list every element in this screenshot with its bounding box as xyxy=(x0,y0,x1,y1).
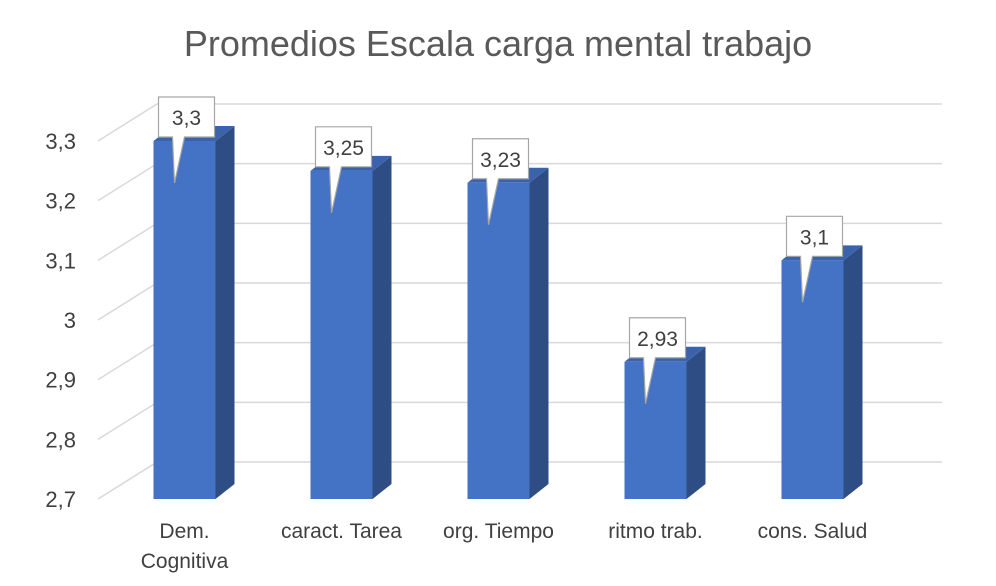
x-axis-ticks: Dem. Cognitiva caract. Tarea org. Tiempo rit… xyxy=(141,520,868,573)
bar-side xyxy=(686,346,706,499)
bar xyxy=(310,170,373,500)
data-label: 3,1 xyxy=(800,226,829,249)
bar-side xyxy=(215,126,235,499)
x-tick-label: caract. Tarea xyxy=(281,520,402,543)
data-labels: 3,3 3,25 3,23 2,93 3,1 xyxy=(157,96,844,404)
y-tick-label: 3,1 xyxy=(45,248,76,273)
data-label-callout xyxy=(471,138,530,225)
x-tick-label: org. Tiempo xyxy=(443,520,554,543)
gridline xyxy=(97,103,942,142)
y-tick-label: 3 xyxy=(64,308,76,333)
data-label-callout xyxy=(628,317,687,404)
y-tick-label: 2,8 xyxy=(45,427,76,452)
data-label-callout xyxy=(785,215,844,303)
data-label: 3,23 xyxy=(480,149,521,172)
data-label-callout xyxy=(157,96,216,184)
bars xyxy=(153,126,863,500)
bar xyxy=(781,260,844,499)
bar-side xyxy=(843,245,863,499)
bar xyxy=(153,141,216,499)
bar xyxy=(624,361,687,499)
x-tick-label: Dem. xyxy=(159,520,209,543)
data-label: 3,25 xyxy=(323,137,364,160)
y-tick-label: 3,3 xyxy=(45,129,76,154)
y-tick-label: 2,7 xyxy=(45,487,76,512)
bar-side xyxy=(372,155,392,500)
x-tick-label: cons. Salud xyxy=(758,520,868,543)
data-label: 3,3 xyxy=(172,107,201,130)
y-tick-label: 2,9 xyxy=(45,368,76,393)
x-tick-label: ritmo trab. xyxy=(608,520,703,543)
chart-title: Promedios Escala carga mental trabajo xyxy=(184,23,812,64)
y-axis-ticks: 2,7 2,8 2,9 3 3,1 3,2 3,3 xyxy=(45,129,76,512)
y-tick-label: 3,2 xyxy=(45,189,76,214)
bar xyxy=(467,182,530,499)
x-tick-label: Cognitiva xyxy=(141,550,229,573)
bar-side xyxy=(529,167,549,499)
data-label-callout xyxy=(314,126,373,213)
data-label: 2,93 xyxy=(637,328,678,351)
